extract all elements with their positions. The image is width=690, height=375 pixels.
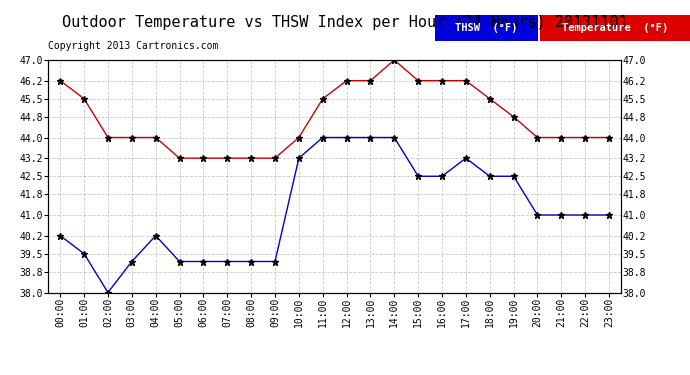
Text: Temperature  (°F): Temperature (°F): [562, 23, 669, 33]
Text: THSW  (°F): THSW (°F): [455, 23, 518, 33]
Text: Copyright 2013 Cartronics.com: Copyright 2013 Cartronics.com: [48, 41, 219, 51]
Text: Outdoor Temperature vs THSW Index per Hour (24 Hours) 20131101: Outdoor Temperature vs THSW Index per Ho…: [62, 15, 628, 30]
